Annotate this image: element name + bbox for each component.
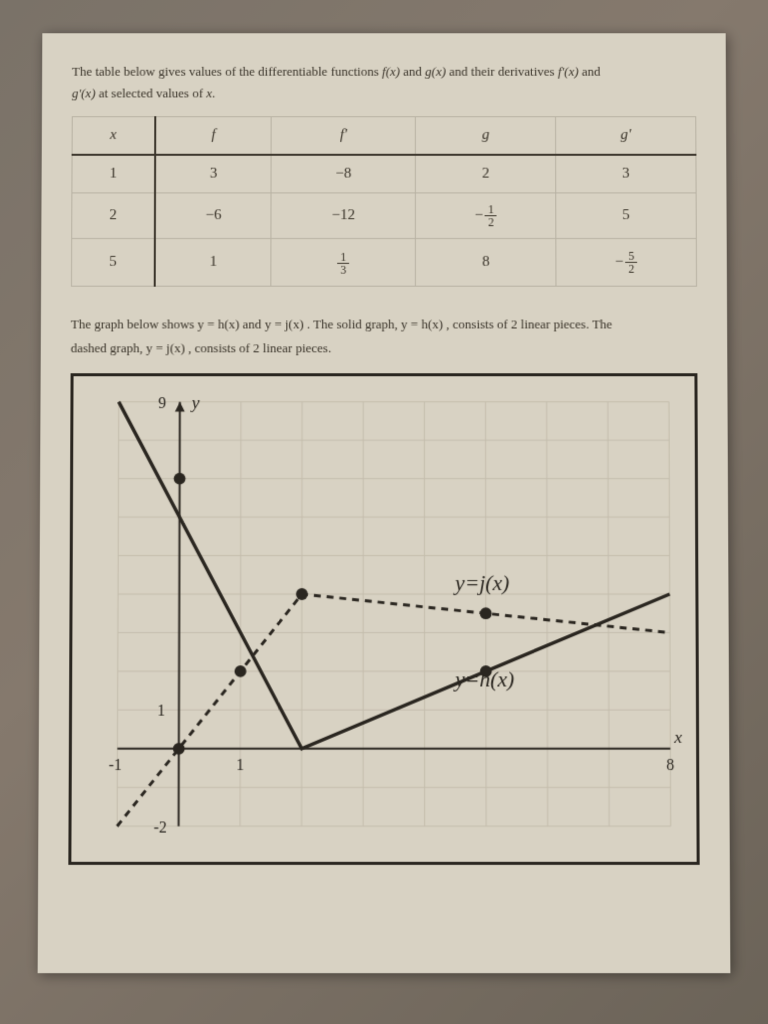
fn-f: f(x) [382,64,400,79]
col-header: f' [271,117,415,155]
table-cell: 2 [416,155,556,193]
table-cell: −12 [271,193,415,239]
svg-text:1: 1 [236,757,244,774]
gi-part: dashed graph, [71,340,146,355]
intro-part: and [582,64,601,79]
table-header-row: xff'gg' [72,117,696,155]
fn-gp: g'(x) [72,86,96,101]
gi-j: y = j(x) [265,317,304,332]
worksheet-page: The table below gives values of the diff… [38,33,731,973]
values-table: xff'gg' 13−8232−6−12−12551138−52 [71,116,697,286]
table-cell: 2 [72,193,155,239]
svg-text:-1: -1 [109,757,122,774]
table-cell: 3 [556,155,696,193]
svg-text:x: x [673,727,682,747]
gi-part: and [243,317,265,332]
col-header: x [72,117,155,155]
gi-h2: y = h(x) [401,317,443,332]
table-cell: 1 [155,239,272,287]
table-cell: −12 [416,193,556,239]
fn-g: g(x) [425,64,446,79]
svg-text:-2: -2 [154,819,167,836]
gi-part: . The solid graph, [307,317,401,332]
col-header: g' [556,117,696,155]
piecewise-chart: y x -1 1 8 9 1 -2 y=j(x) y=h(x) [77,382,690,856]
table-cell: −6 [155,193,272,239]
intro-part: at selected values of [99,86,207,101]
svg-text:1: 1 [157,703,165,720]
gi-j2: y = j(x) [146,340,185,355]
table-cell: 5 [556,193,696,239]
intro-text: The table below gives values of the diff… [72,61,696,105]
intro-part: and their derivatives [449,64,558,79]
table-cell: −52 [556,239,697,287]
svg-text:8: 8 [666,757,674,774]
table-cell: 13 [271,239,415,287]
intro-part: . [212,86,215,101]
svg-text:y=h(x): y=h(x) [453,668,514,692]
svg-text:9: 9 [158,395,166,412]
table-cell: 5 [71,239,154,287]
fn-fp: f'(x) [558,64,579,79]
gi-part: The graph below shows [71,317,198,332]
table-cell: −8 [271,155,415,193]
table-cell: 1 [72,155,155,193]
table-row: 2−6−12−125 [72,193,697,239]
graph-container: y x -1 1 8 9 1 -2 y=j(x) y=h(x) [68,373,699,865]
table-cell: 8 [416,239,556,287]
graph-intro-text: The graph below shows y = h(x) and y = j… [71,313,698,360]
svg-text:y=j(x): y=j(x) [453,571,509,595]
gi-h: y = h(x) [198,317,240,332]
gi-part: , consists of 2 linear pieces. The [446,317,612,332]
table-cell: 3 [155,155,272,193]
gi-part: , consists of 2 linear pieces. [188,340,331,355]
svg-text:y: y [190,392,200,412]
intro-part: The table below gives values of the diff… [72,64,382,79]
intro-part: and [403,64,425,79]
table-row: 51138−52 [71,239,696,287]
table-row: 13−823 [72,155,696,193]
col-header: f [155,117,272,155]
col-header: g [416,117,556,155]
